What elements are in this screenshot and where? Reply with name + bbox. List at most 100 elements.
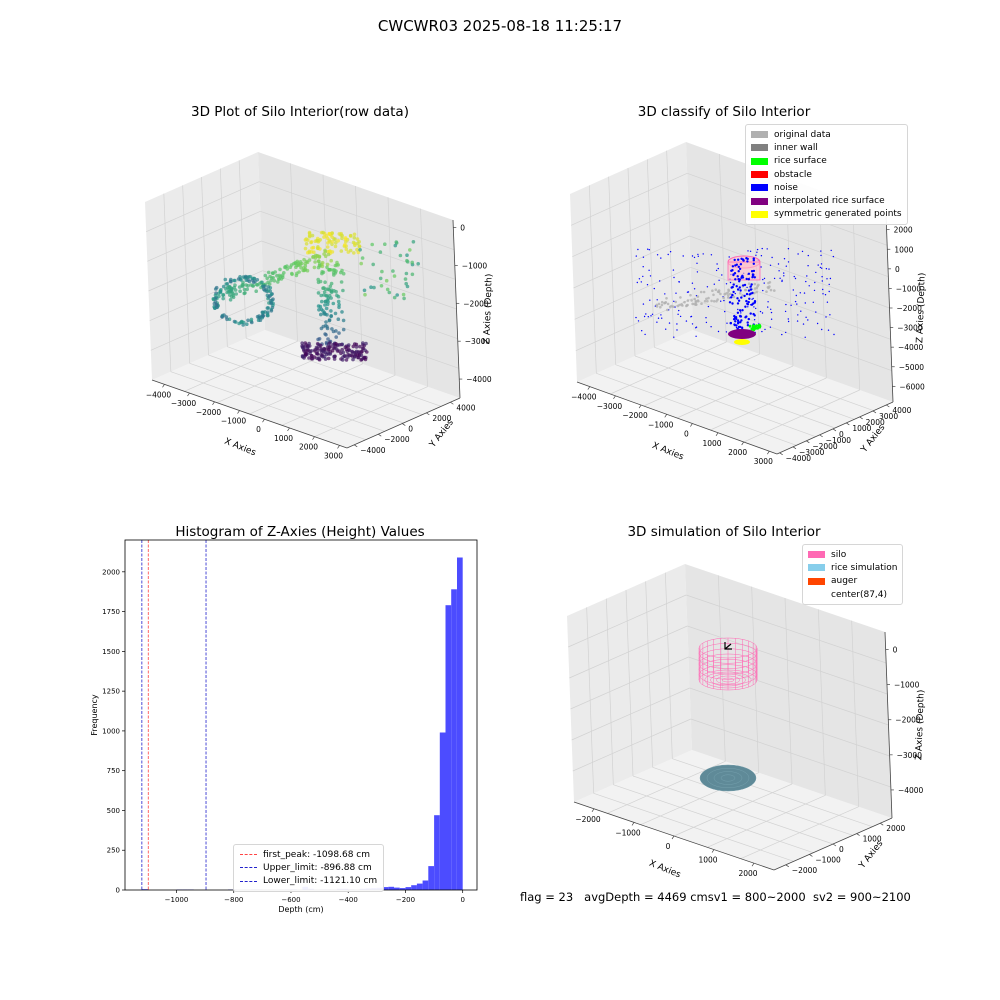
x-axis-label: X Axies — [647, 859, 682, 881]
x-tick — [337, 445, 340, 449]
y-tick-label: 1500 — [102, 648, 120, 656]
noise-point — [750, 283, 753, 286]
legend-label: symmetric generated points — [774, 209, 902, 220]
histogram-bar — [416, 883, 423, 890]
silo-floor-ring — [710, 673, 746, 687]
data-point — [213, 287, 218, 291]
legend-label: auger — [831, 576, 858, 587]
data-point — [269, 278, 273, 283]
x-tick-label: −2000 — [196, 408, 222, 417]
data-point — [332, 357, 337, 361]
noise-point — [691, 282, 694, 284]
data-point — [343, 237, 348, 242]
data-point — [255, 278, 260, 282]
original-point — [699, 290, 703, 294]
data-point — [337, 331, 341, 335]
data-point — [285, 267, 290, 271]
y-tick — [880, 822, 884, 826]
x-axis-label: X Axies — [650, 441, 685, 463]
x-tick — [715, 432, 719, 436]
z-tick-label: 1000 — [894, 245, 913, 254]
data-point — [302, 257, 306, 262]
original-point — [674, 300, 677, 304]
original-point — [753, 282, 757, 286]
original-point — [657, 302, 661, 306]
status-sv2: sv2 = 900~2100 — [812, 890, 911, 904]
noise-point — [736, 288, 740, 291]
data-point — [411, 240, 416, 244]
noise-point — [790, 304, 792, 306]
original-point — [732, 295, 736, 299]
noise-point — [767, 301, 769, 303]
data-point — [359, 358, 363, 362]
noise-point — [822, 288, 824, 291]
data-point — [405, 258, 409, 263]
data-point — [260, 280, 264, 285]
data-point — [307, 356, 311, 360]
data-point — [273, 270, 278, 274]
z-tick-label: −2000 — [895, 716, 921, 725]
noise-point — [804, 336, 806, 338]
x-tick-label: −2000 — [575, 815, 601, 824]
noise-point — [797, 314, 799, 316]
noise-point — [829, 277, 832, 280]
data-point — [319, 353, 324, 357]
data-point — [300, 261, 304, 266]
grid-line — [246, 338, 442, 407]
data-point — [262, 287, 266, 292]
z-tick-label: 0 — [893, 646, 898, 655]
data-point — [261, 314, 266, 318]
noise-point — [677, 313, 679, 315]
data-point — [402, 296, 406, 301]
noise-point — [664, 293, 666, 295]
noise-point — [753, 306, 755, 308]
data-point — [269, 301, 273, 306]
y-tick — [819, 434, 823, 438]
noise-point — [667, 253, 669, 256]
data-point — [249, 317, 254, 322]
rice-simulation-ring — [713, 771, 743, 785]
noise-point — [755, 254, 757, 256]
noise-point — [706, 286, 709, 288]
noise-point — [828, 268, 830, 270]
original-point — [710, 299, 713, 303]
noise-point — [745, 277, 748, 281]
original-point — [768, 285, 771, 288]
data-point — [322, 286, 326, 290]
noise-point — [649, 275, 652, 277]
z-tick-label: 2000 — [894, 226, 913, 235]
data-point — [308, 349, 312, 354]
data-point — [250, 320, 254, 325]
original-point — [738, 292, 742, 295]
data-point — [333, 244, 338, 249]
data-point — [344, 347, 349, 352]
legend-item: Lower_limit: -1121.10 cm — [240, 875, 377, 888]
data-point — [245, 322, 249, 327]
data-point — [307, 258, 312, 262]
data-point — [277, 277, 281, 281]
histogram-bar — [445, 605, 452, 890]
original-point — [686, 299, 690, 302]
legend-label: rice surface — [774, 156, 827, 167]
data-point — [267, 295, 271, 299]
data-point — [343, 354, 347, 359]
noise-point — [745, 292, 749, 296]
data-point — [351, 357, 355, 362]
silo-ring — [698, 669, 758, 691]
original-point — [702, 290, 706, 294]
data-point — [316, 304, 321, 308]
data-point — [363, 292, 367, 297]
status-line: flag = 23 avgDepth = 4469 cmsv1 = 800~20… — [520, 890, 911, 904]
y-tick-label: 250 — [107, 847, 120, 855]
noise-point — [773, 277, 776, 280]
noise-point — [738, 286, 741, 289]
data-point — [315, 351, 320, 356]
data-point — [323, 299, 328, 304]
noise-point — [771, 256, 773, 259]
data-point — [322, 347, 327, 351]
data-point — [393, 243, 398, 248]
data-point — [221, 296, 225, 301]
y-tick — [846, 422, 850, 426]
noise-point — [673, 300, 675, 302]
x-tick — [237, 410, 240, 414]
